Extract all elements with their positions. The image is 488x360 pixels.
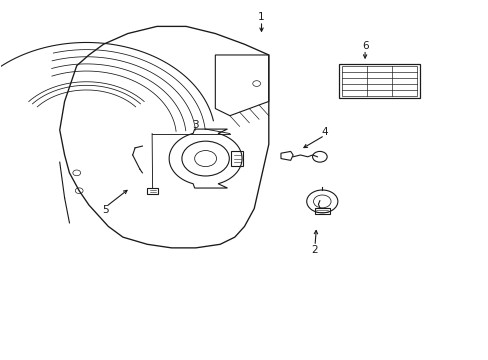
Text: 6: 6 — [361, 41, 367, 51]
Text: 2: 2 — [311, 245, 318, 255]
Text: 3: 3 — [192, 120, 199, 130]
Text: 5: 5 — [102, 205, 109, 215]
Text: 4: 4 — [321, 127, 327, 137]
Text: 1: 1 — [258, 13, 264, 22]
